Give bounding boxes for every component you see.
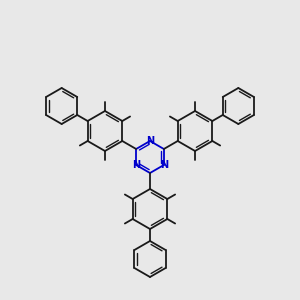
Text: N: N <box>160 160 168 170</box>
Text: N: N <box>132 160 140 170</box>
Text: N: N <box>146 136 154 146</box>
